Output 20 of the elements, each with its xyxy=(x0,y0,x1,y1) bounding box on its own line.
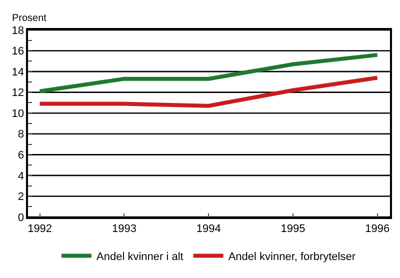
y-tick-label: 8 xyxy=(18,128,24,141)
x-tick-label: 1992 xyxy=(28,222,52,235)
legend-label: Andel kvinner i alt xyxy=(96,251,184,264)
legend-label: Andel kvinner, forbrytelser xyxy=(228,251,356,264)
line-series xyxy=(38,52,380,94)
y-tick-label: 14 xyxy=(12,66,24,78)
y-tick-label: 10 xyxy=(12,108,24,120)
y-tick-label: 12 xyxy=(12,87,24,100)
x-tick-label: 1996 xyxy=(365,222,390,235)
y-tick-label: 16 xyxy=(12,46,24,58)
y-tick-label: 2 xyxy=(18,191,24,204)
x-tick-label: 1994 xyxy=(196,222,221,235)
y-tick-label: 0 xyxy=(18,212,24,224)
x-tick-label: 1993 xyxy=(112,222,136,235)
y-tick-label: 4 xyxy=(18,170,24,182)
x-tick-label: 1995 xyxy=(280,222,306,235)
line-series xyxy=(38,76,380,108)
y-tick-label: 18 xyxy=(12,24,24,37)
y-tick-label: 6 xyxy=(18,150,24,162)
y-axis-title: Prosent xyxy=(12,13,47,24)
